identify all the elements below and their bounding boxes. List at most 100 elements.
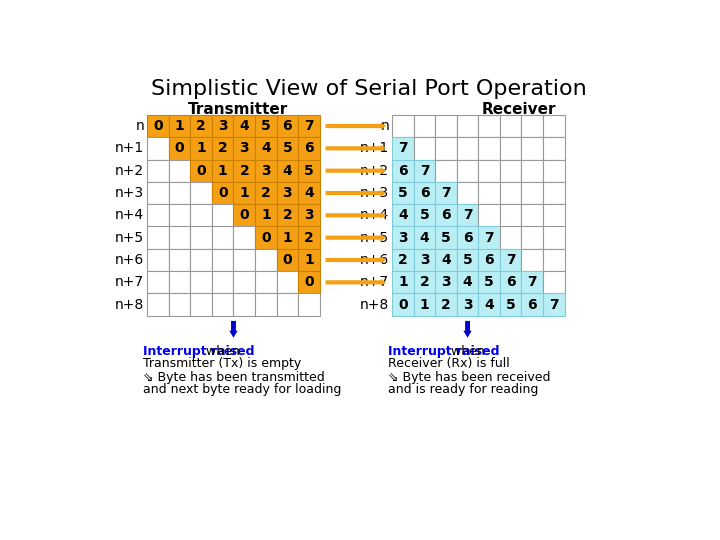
Bar bbox=[276, 204, 298, 226]
Text: 6: 6 bbox=[398, 164, 408, 178]
Text: 3: 3 bbox=[304, 208, 314, 222]
Text: 1: 1 bbox=[197, 141, 206, 156]
Text: 4: 4 bbox=[398, 208, 408, 222]
Bar bbox=[521, 182, 543, 204]
Bar bbox=[392, 137, 414, 159]
Bar bbox=[521, 226, 543, 249]
Bar bbox=[543, 115, 564, 137]
Bar bbox=[255, 137, 276, 159]
Bar bbox=[276, 271, 298, 294]
Bar bbox=[148, 137, 168, 159]
Bar bbox=[414, 182, 435, 204]
Text: n+4: n+4 bbox=[115, 208, 144, 222]
Text: 1: 1 bbox=[398, 275, 408, 289]
Text: 0: 0 bbox=[282, 253, 292, 267]
Text: 6: 6 bbox=[441, 208, 451, 222]
Text: 2: 2 bbox=[304, 231, 314, 245]
Bar bbox=[190, 204, 212, 226]
Bar bbox=[500, 271, 521, 294]
Text: n: n bbox=[380, 119, 389, 133]
Text: 7: 7 bbox=[506, 253, 516, 267]
Bar bbox=[500, 204, 521, 226]
Text: 2: 2 bbox=[441, 298, 451, 312]
Text: n+5: n+5 bbox=[115, 231, 144, 245]
Text: 2: 2 bbox=[218, 141, 228, 156]
Bar bbox=[500, 293, 521, 316]
Bar bbox=[456, 204, 478, 226]
Bar bbox=[255, 226, 276, 249]
Text: 2: 2 bbox=[398, 253, 408, 267]
Bar bbox=[298, 182, 320, 204]
Text: 7: 7 bbox=[420, 164, 429, 178]
Bar bbox=[392, 249, 414, 271]
Text: 0: 0 bbox=[175, 141, 184, 156]
Bar bbox=[414, 271, 435, 294]
Bar bbox=[168, 159, 190, 182]
Bar bbox=[414, 226, 435, 249]
Text: 6: 6 bbox=[304, 141, 314, 156]
Bar bbox=[298, 159, 320, 182]
Bar bbox=[255, 159, 276, 182]
Text: n+3: n+3 bbox=[360, 186, 389, 200]
Bar bbox=[521, 293, 543, 316]
Text: 5: 5 bbox=[282, 141, 292, 156]
Text: 5: 5 bbox=[463, 253, 472, 267]
Bar bbox=[148, 293, 168, 316]
Text: 1: 1 bbox=[175, 119, 184, 133]
Text: 1: 1 bbox=[420, 298, 429, 312]
Text: n+2: n+2 bbox=[115, 164, 144, 178]
Bar bbox=[543, 137, 564, 159]
Text: 5: 5 bbox=[304, 164, 314, 178]
Bar bbox=[168, 182, 190, 204]
Bar bbox=[435, 293, 456, 316]
Bar bbox=[435, 271, 456, 294]
Bar bbox=[298, 293, 320, 316]
Text: 6: 6 bbox=[282, 119, 292, 133]
Bar bbox=[148, 204, 168, 226]
Bar bbox=[500, 159, 521, 182]
Bar bbox=[456, 159, 478, 182]
Bar bbox=[392, 293, 414, 316]
Text: 1: 1 bbox=[304, 253, 314, 267]
Text: n: n bbox=[135, 119, 144, 133]
Text: 6: 6 bbox=[485, 253, 494, 267]
Text: 1: 1 bbox=[239, 186, 249, 200]
Bar bbox=[255, 182, 276, 204]
Text: 0: 0 bbox=[261, 231, 271, 245]
Text: 3: 3 bbox=[282, 186, 292, 200]
Text: 0: 0 bbox=[304, 275, 314, 289]
Text: 0: 0 bbox=[398, 298, 408, 312]
Text: Receiver: Receiver bbox=[482, 102, 557, 117]
Bar bbox=[521, 159, 543, 182]
Bar bbox=[233, 159, 255, 182]
Bar bbox=[148, 159, 168, 182]
Text: n+6: n+6 bbox=[360, 253, 389, 267]
Bar bbox=[392, 271, 414, 294]
Text: 4: 4 bbox=[420, 231, 429, 245]
Bar bbox=[435, 249, 456, 271]
Bar bbox=[456, 293, 478, 316]
Bar bbox=[456, 182, 478, 204]
Bar bbox=[435, 137, 456, 159]
Text: Simplistic View of Serial Port Operation: Simplistic View of Serial Port Operation bbox=[151, 79, 587, 99]
Bar bbox=[190, 182, 212, 204]
Text: 7: 7 bbox=[441, 186, 451, 200]
Text: 4: 4 bbox=[441, 253, 451, 267]
Bar bbox=[233, 204, 255, 226]
Text: Transmitter (Tx) is empty: Transmitter (Tx) is empty bbox=[143, 356, 302, 369]
Bar bbox=[168, 271, 190, 294]
Text: n+1: n+1 bbox=[360, 141, 389, 156]
Bar bbox=[276, 293, 298, 316]
Bar bbox=[255, 271, 276, 294]
Bar bbox=[233, 293, 255, 316]
Bar bbox=[414, 204, 435, 226]
Text: 2: 2 bbox=[282, 208, 292, 222]
Bar bbox=[276, 249, 298, 271]
Bar bbox=[500, 226, 521, 249]
Text: 4: 4 bbox=[239, 119, 249, 133]
Bar bbox=[233, 137, 255, 159]
Bar bbox=[212, 293, 233, 316]
Bar bbox=[414, 137, 435, 159]
Bar bbox=[148, 182, 168, 204]
Bar bbox=[190, 271, 212, 294]
